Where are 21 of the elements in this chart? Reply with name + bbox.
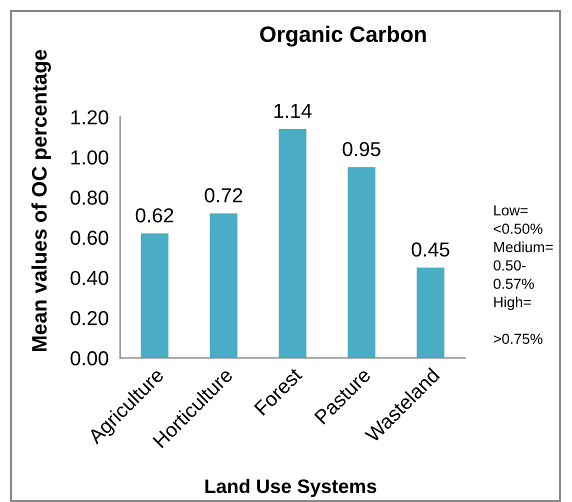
data-label: 1.14: [274, 104, 312, 118]
chart-title: Organic Carbon: [260, 26, 426, 47]
y-tick-label: 1.00: [71, 150, 108, 165]
y-axis-title: Mean values of OC percentage: [31, 50, 51, 352]
bar: [140, 233, 168, 358]
data-label: 0.45: [412, 242, 450, 257]
x-axis-title: Land Use Systems: [205, 478, 376, 498]
data-label: 0.62: [136, 208, 174, 223]
y-tick-label: 0.40: [70, 270, 108, 286]
bar: [278, 129, 306, 358]
bar: [210, 213, 238, 358]
y-tick-label: 0.20: [70, 311, 108, 326]
y-tick-label: 0.80: [70, 190, 108, 205]
text: Low= <0.50% Medium= 0.50- 0.57% High= >0.75%: [494, 205, 553, 344]
data-label: 0.95: [342, 142, 380, 156]
y-tick-label: 0.00: [70, 351, 108, 366]
data-label: 0.72: [204, 188, 242, 202]
bar: [416, 268, 444, 358]
bar: [348, 167, 376, 358]
y-tick-label: 1.20: [71, 110, 108, 124]
y-tick-label: 0.60: [70, 230, 108, 245]
